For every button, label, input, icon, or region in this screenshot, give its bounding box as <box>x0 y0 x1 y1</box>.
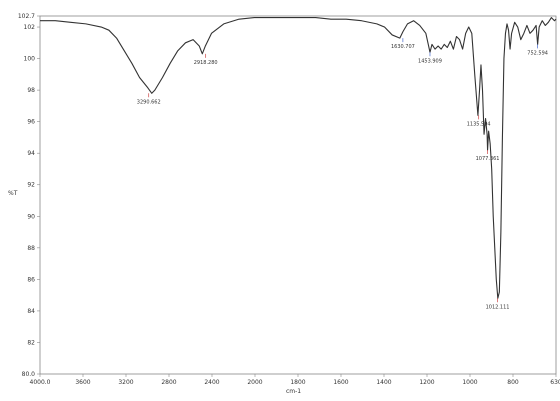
peak-label: 1077.361 <box>476 156 500 162</box>
y-tick-label: 102.7 <box>18 13 35 20</box>
y-tick-label: 100 <box>24 56 36 63</box>
peak-label: 1453.909 <box>418 58 442 64</box>
y-tick-label: 84 <box>27 308 35 315</box>
peak-label: 2918.280 <box>194 60 218 66</box>
peak-label: 1012.111 <box>486 304 510 310</box>
y-tick-label: 90 <box>27 213 35 220</box>
x-tick-label: 1800 <box>290 379 305 386</box>
peak-label: 3290.662 <box>137 99 161 105</box>
y-tick-label: 88 <box>27 245 35 252</box>
axes: 80.0 82 84 86 88 90 92 94 96 98 100 102 102.7 4000.0 3… <box>18 13 560 386</box>
peak-label: 752.594 <box>527 50 548 56</box>
x-tick-label: 1200 <box>419 379 434 386</box>
y-tick-label: 82 <box>27 339 35 346</box>
x-tick-label: 3200 <box>118 379 133 386</box>
x-tick-label: 2800 <box>161 379 176 386</box>
x-tick-label: 3600 <box>75 379 90 386</box>
x-tick-label: 2000 <box>247 379 262 386</box>
y-tick-label: 86 <box>27 276 35 283</box>
spectrum-line <box>40 17 557 299</box>
peak-label: 1630.707 <box>391 44 415 50</box>
y-tick-label: 102 <box>24 24 36 31</box>
series-layer <box>40 17 557 299</box>
y-tick-label: 96 <box>27 119 35 126</box>
y-tick-label: 92 <box>27 182 35 189</box>
plot-frame <box>39 15 557 375</box>
y-tick-label: 80.0 <box>22 371 36 378</box>
x-tick-label: 800 <box>507 379 519 386</box>
peak-label: 1135.594 <box>467 121 491 127</box>
y-axis-label: %T <box>8 190 18 197</box>
y-tick-label: 94 <box>27 150 35 157</box>
x-tick-label: 1600 <box>333 379 348 386</box>
x-tick-label: 4000.0 <box>30 379 51 386</box>
x-tick-label: 1400 <box>376 379 391 386</box>
x-axis-label: cm-1 <box>286 388 301 395</box>
x-tick-label: 630 <box>550 379 560 386</box>
x-tick-label: 1000 <box>462 379 477 386</box>
y-tick-label: 98 <box>27 87 35 94</box>
x-tick-label: 2400 <box>204 379 219 386</box>
annotation-layer: 3290.662 2918.280 1630.707 1453.909 1135.594… <box>137 38 548 310</box>
